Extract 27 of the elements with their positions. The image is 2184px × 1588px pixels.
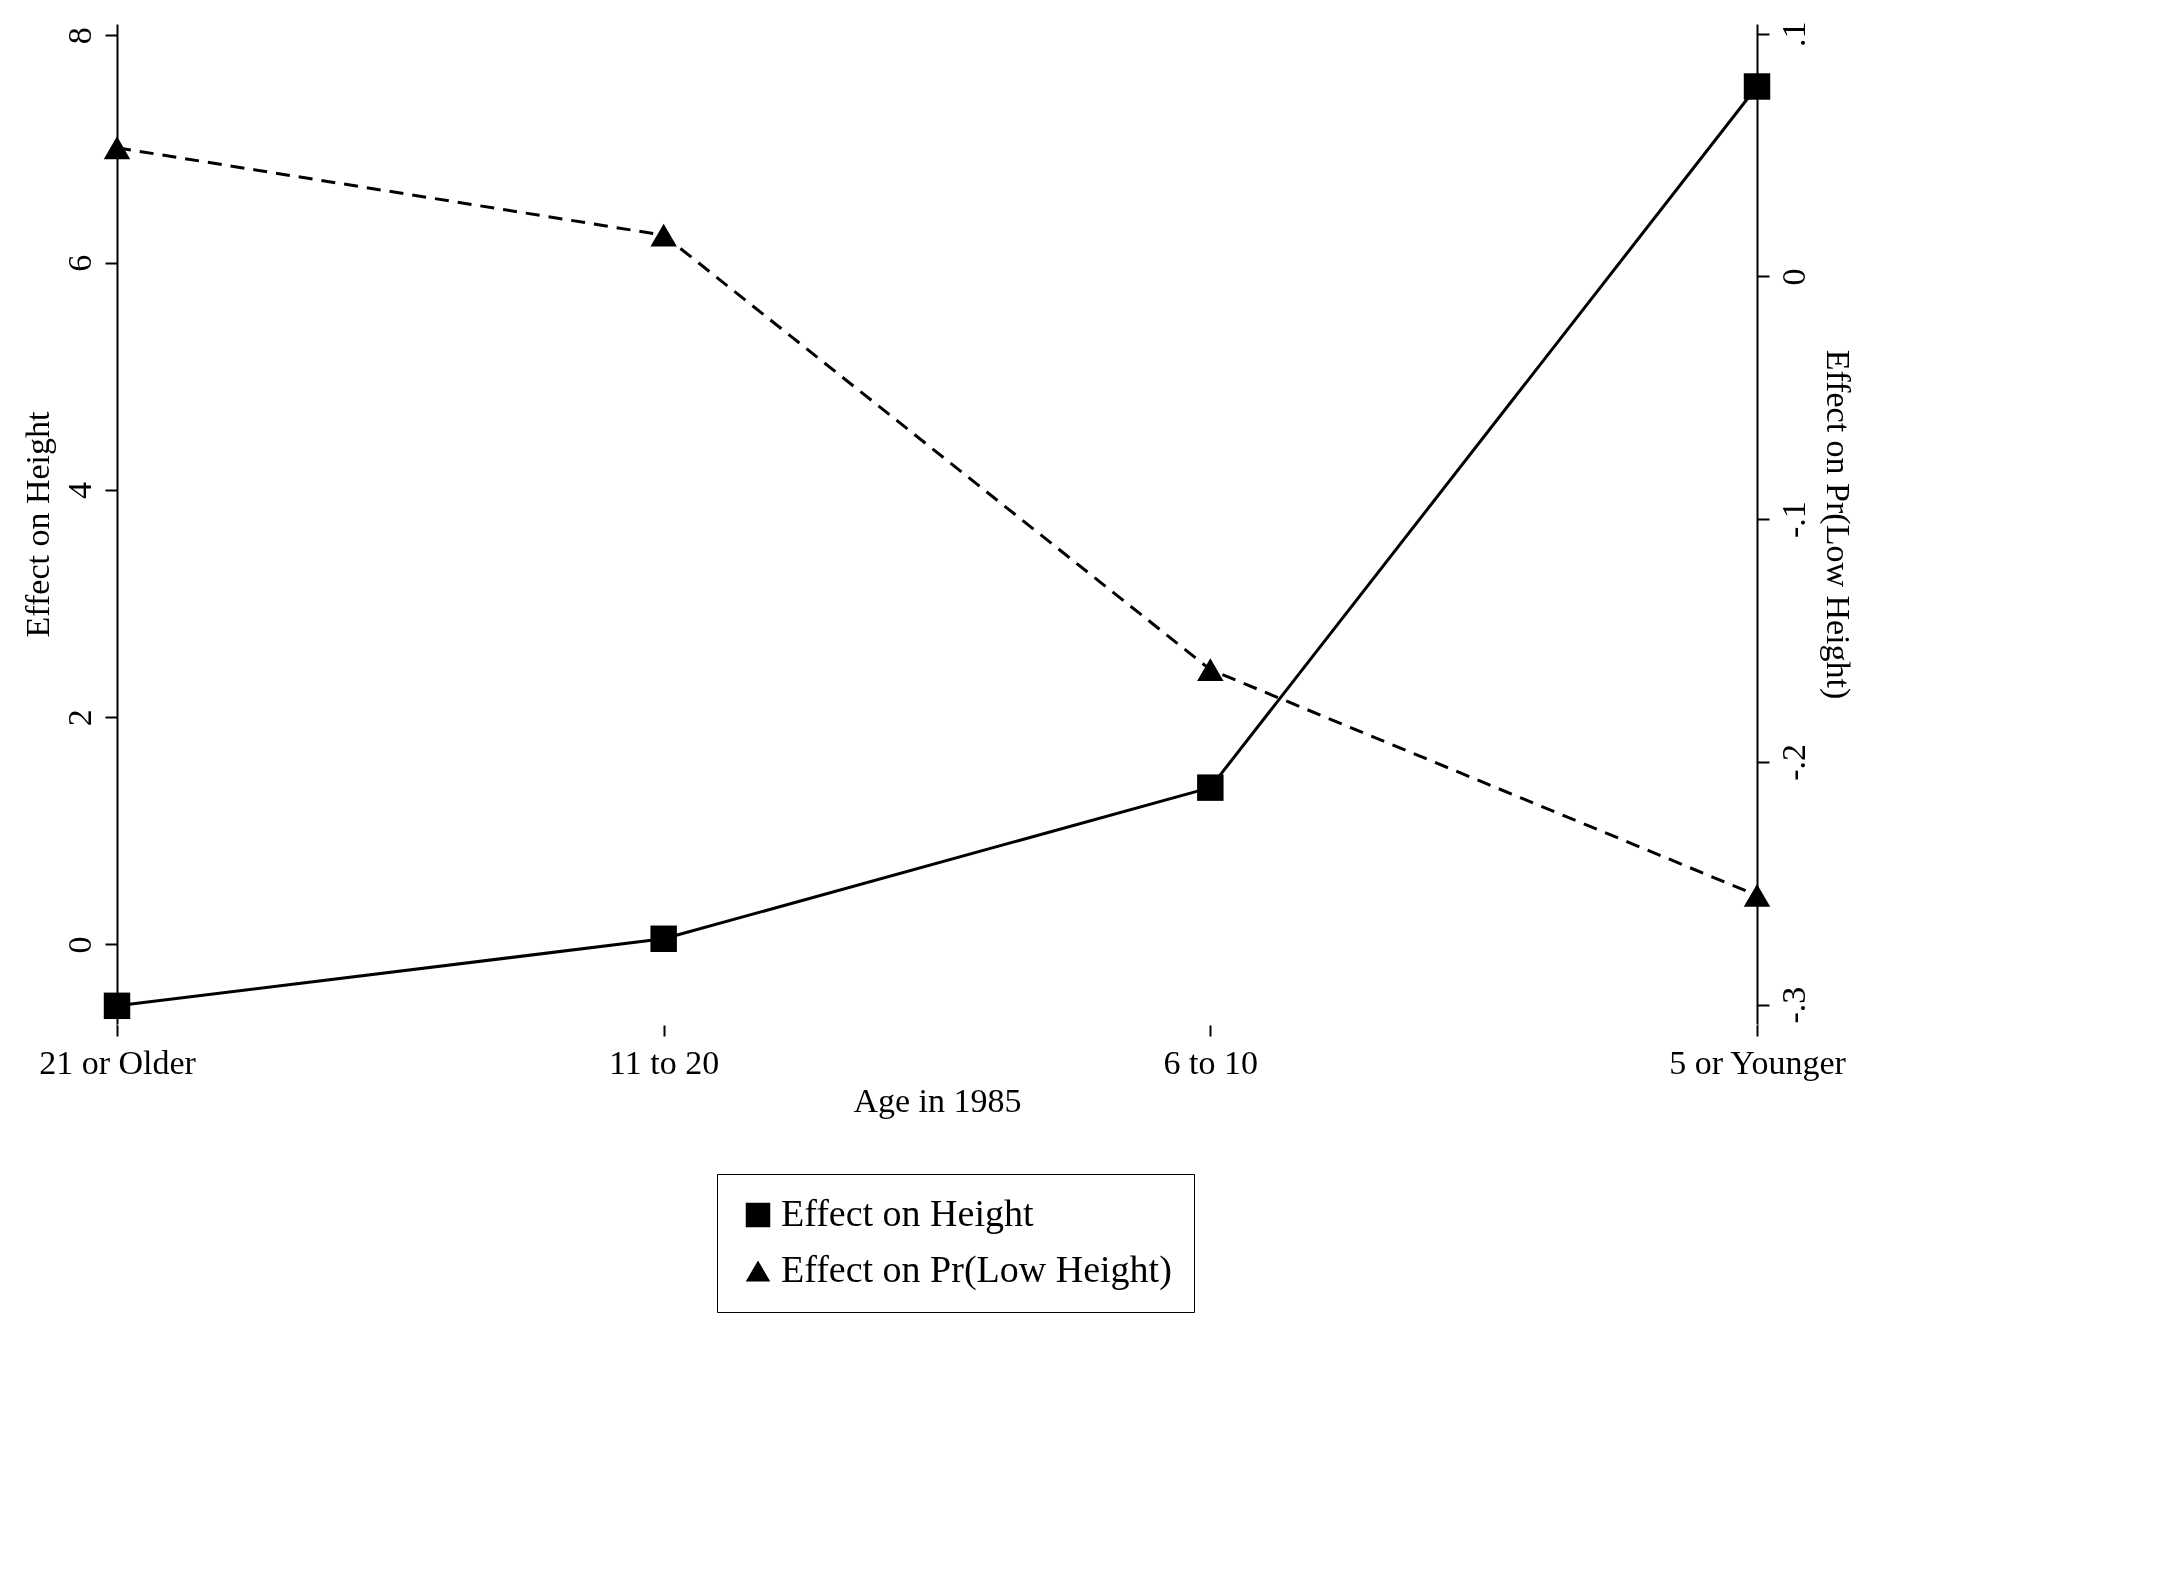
x-tick-label: 6 to 10 — [1163, 1043, 1259, 1081]
y2-tick-label: -.2 — [1774, 743, 1812, 781]
point — [650, 223, 677, 247]
point — [1197, 774, 1224, 801]
legend-label: Effect on Height — [781, 1192, 1034, 1234]
y-tick-label: 2 — [60, 709, 98, 727]
point — [650, 925, 677, 952]
y-tick-label: 0 — [60, 936, 98, 954]
point — [1743, 73, 1771, 100]
y2-tick-label: .1 — [1774, 21, 1812, 47]
y-tick-label: 4 — [60, 481, 98, 499]
y-tick-label: 8 — [60, 27, 98, 45]
y2-tick-label: 0 — [1774, 268, 1812, 286]
y2-axis-title: Effect on Pr(Low Height) — [1818, 349, 1857, 700]
point — [103, 992, 131, 1020]
x-axis-title: Age in 1985 — [853, 1081, 1022, 1119]
point — [1197, 658, 1224, 682]
legend-label: Effect on Pr(Low Height) — [781, 1248, 1172, 1291]
y2-tick-label: -.3 — [1774, 986, 1812, 1024]
point — [103, 136, 131, 160]
y-tick-label: 6 — [60, 254, 98, 272]
y-axis-title: Effect on Height — [18, 410, 56, 638]
x-tick-label: 11 to 20 — [609, 1043, 720, 1081]
x-tick-label: 21 or Older — [39, 1043, 197, 1081]
x-tick-label: 5 or Younger — [1669, 1043, 1847, 1081]
y2-tick-label: -.1 — [1774, 501, 1812, 539]
point — [1743, 883, 1771, 907]
